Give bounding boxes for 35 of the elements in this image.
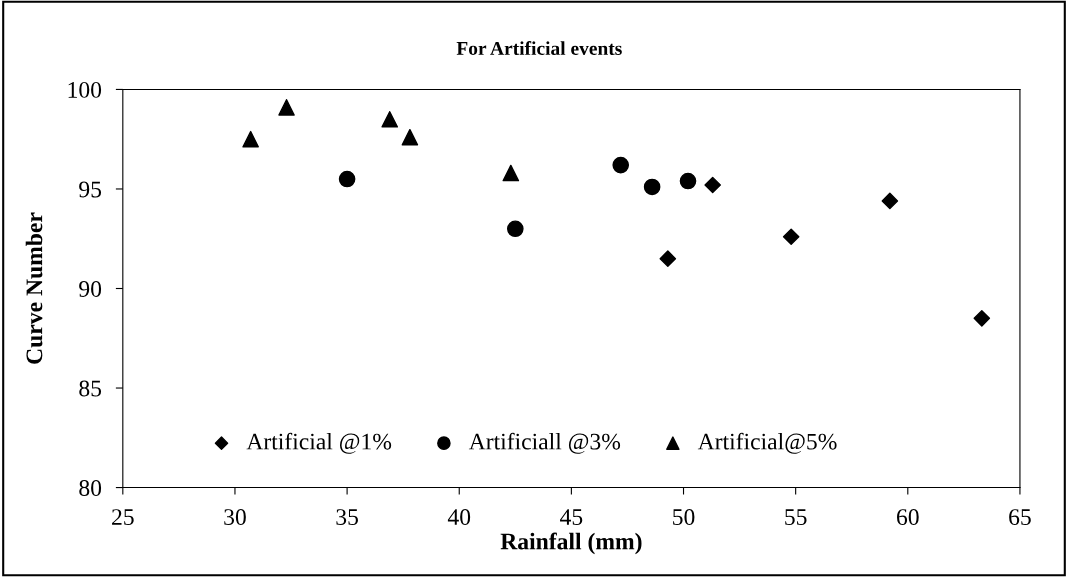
y-axis-title: Curve Number	[25, 212, 43, 364]
y-tick-label: 80	[79, 480, 102, 496]
point	[704, 176, 721, 194]
x-tick-label: 60	[897, 509, 919, 526]
y-tick-label: 95	[79, 181, 102, 198]
point	[612, 156, 630, 174]
y-tick-label: 85	[79, 380, 102, 397]
point	[643, 178, 661, 196]
x-tick-label: 50	[673, 509, 695, 526]
y-tick-label: 90	[79, 280, 102, 297]
x-tick-label: 55	[785, 509, 807, 526]
x-tick-label: 25	[112, 509, 134, 526]
x-tick-label: 40	[447, 509, 471, 526]
point	[679, 172, 697, 190]
point	[242, 130, 259, 148]
x-tick-label: 30	[224, 509, 246, 526]
point	[881, 192, 899, 210]
x-tick-label: 45	[560, 509, 583, 526]
legend-label: Artificial @1%	[246, 432, 392, 454]
point	[782, 228, 800, 246]
point	[278, 99, 295, 116]
x-axis-title: Rainfall (mm)	[500, 532, 642, 555]
y-tick-label: 100	[68, 81, 102, 98]
x-tick-label: 65	[1009, 509, 1031, 526]
point	[401, 128, 419, 146]
chart-title: For Artificial events	[456, 41, 622, 56]
point	[502, 164, 520, 182]
point	[338, 170, 356, 188]
legend-label: Artificiall @3%	[468, 432, 621, 454]
point	[507, 220, 524, 238]
x-tick-label: 35	[336, 509, 358, 526]
point	[381, 110, 399, 128]
point	[973, 310, 991, 327]
point	[659, 250, 677, 267]
legend-label: Artificial@5%	[697, 432, 837, 454]
